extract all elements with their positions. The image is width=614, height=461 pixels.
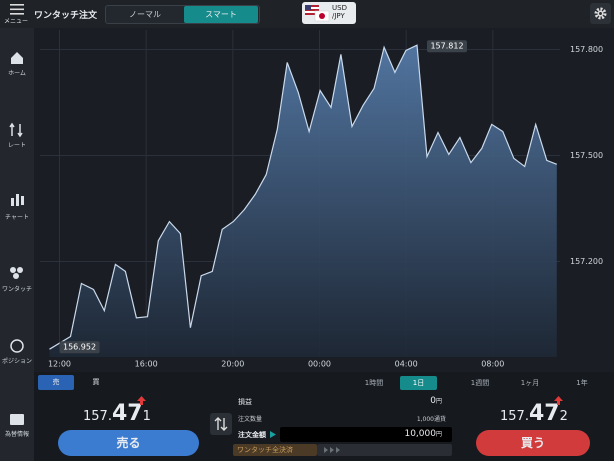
- period[interactable]: 1週間: [470, 379, 490, 387]
- qty-label: 注文数量: [238, 416, 263, 423]
- amount-label: 注文金額: [238, 431, 266, 439]
- value-label-bg: [59, 341, 100, 354]
- amount-arrow: [270, 431, 276, 438]
- tab-active[interactable]: スマート: [184, 6, 258, 23]
- value-label: 156.952: [63, 343, 96, 352]
- swap-button[interactable]: [210, 413, 232, 435]
- pair: USD/JPY: [332, 4, 347, 20]
- toggle-buy[interactable]: 買: [92, 378, 100, 386]
- x-tick-label: 04:00: [395, 360, 418, 369]
- sidebar: [0, 28, 34, 461]
- price-pips: 47: [528, 401, 560, 426]
- pl-value: 0円: [400, 396, 442, 406]
- price-head: 157.: [500, 409, 529, 424]
- close-all-slider[interactable]: [317, 444, 452, 456]
- sell-button[interactable]: 売る: [58, 430, 199, 456]
- pair-base: USD: [332, 4, 347, 12]
- up-arrow: [137, 396, 146, 405]
- pl-unit: 円: [435, 398, 442, 405]
- close-all[interactable]: ワンタッチ全決済: [233, 444, 317, 456]
- price-tail: 1: [142, 409, 151, 424]
- amount-input[interactable]: [280, 427, 452, 442]
- period-active[interactable]: 1日: [400, 376, 437, 390]
- price-tail: 2: [559, 409, 568, 424]
- y-tick-label: 157.500: [570, 151, 603, 160]
- sidebar-label[interactable]: チャート: [5, 214, 29, 221]
- price-pips: 47: [111, 401, 143, 426]
- sidebar-label[interactable]: ワンタッチ: [1, 286, 32, 293]
- y-tick-label: 157.800: [570, 45, 603, 54]
- sidebar-label[interactable]: レート: [7, 142, 26, 149]
- sidebar-label[interactable]: ポジション: [1, 358, 32, 365]
- price-head: 157.: [83, 409, 112, 424]
- gear-icon: [594, 7, 607, 20]
- period[interactable]: 1ヶ月: [520, 379, 540, 387]
- flags: [305, 5, 330, 22]
- pl-label: 損益: [238, 398, 252, 406]
- line: [49, 44, 558, 350]
- settings[interactable]: [590, 3, 611, 24]
- pair-quote: /JPY: [332, 12, 345, 20]
- amount-value: 10,000円: [380, 428, 442, 441]
- x-tick-label: 12:00: [48, 360, 71, 369]
- menu-label: メニュー: [4, 18, 29, 25]
- menu-icon[interactable]: [10, 4, 24, 15]
- amount-number: 10,000: [404, 429, 436, 439]
- slider-arrows: [324, 447, 340, 453]
- period[interactable]: 1年: [576, 379, 588, 387]
- x-tick-label: 20:00: [221, 360, 244, 369]
- buy-button[interactable]: 買う: [476, 430, 590, 456]
- sidebar-icons: [9, 52, 24, 425]
- x-tick-label: 00:00: [308, 360, 331, 369]
- qty-value: 1,000通貨: [416, 416, 446, 423]
- period[interactable]: 1時間: [364, 379, 384, 387]
- area: [49, 45, 557, 357]
- sidebar-label[interactable]: 為替情報: [4, 431, 29, 438]
- pl-number: 0: [430, 396, 436, 406]
- value-label: 157.812: [430, 42, 463, 51]
- sidebar-label[interactable]: ホーム: [8, 70, 26, 77]
- title: ワンタッチ注文: [34, 11, 98, 21]
- tab[interactable]: ノーマル: [129, 10, 161, 19]
- swap-icon: [214, 417, 228, 431]
- toggle-sell[interactable]: 売: [38, 375, 74, 390]
- chart: 157.200 157.500 157.800 12:00 16:00 20:00 00:0…: [40, 30, 604, 369]
- x-tick-label: 08:00: [481, 360, 504, 369]
- value-label-bg: [427, 40, 467, 53]
- amount-unit: 円: [435, 431, 442, 438]
- bid-price: 157.471: [83, 401, 151, 426]
- y-tick-label: 157.200: [570, 257, 603, 266]
- up-arrow: [554, 396, 563, 405]
- x-tick-label: 16:00: [135, 360, 158, 369]
- ask-price: 157.472: [500, 401, 568, 426]
